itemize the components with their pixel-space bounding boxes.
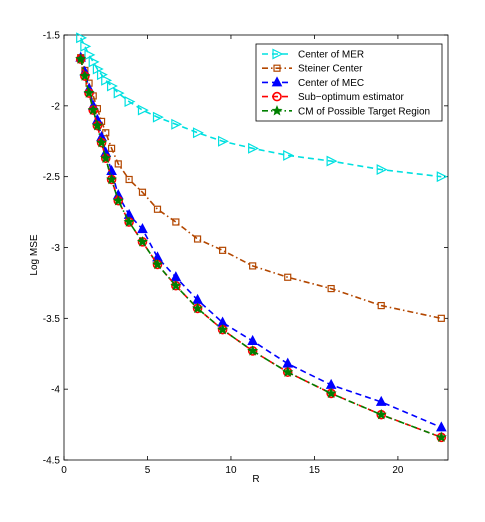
series-layer: [75, 32, 448, 443]
legend-label: CM of Possible Target Region: [298, 106, 430, 117]
data-point: [114, 160, 122, 168]
data-point: [107, 144, 116, 152]
data-point: [326, 155, 338, 167]
x-tick-label: 20: [392, 465, 404, 476]
y-tick-label: -3.5: [43, 314, 61, 325]
data-point: [375, 395, 387, 406]
data-point: [80, 40, 92, 52]
y-tick-label: -1.5: [43, 31, 61, 42]
data-point: [137, 223, 148, 234]
data-point: [436, 171, 448, 183]
data-point: [325, 387, 337, 399]
data-point: [96, 136, 108, 148]
x-tick-label: 15: [309, 465, 321, 476]
data-point: [112, 194, 124, 206]
y-tick-label: -3: [51, 243, 60, 254]
data-point: [100, 152, 112, 163]
data-point: [376, 164, 388, 176]
data-point: [193, 235, 202, 243]
y-axis-ticks: -4.5 -4 -3.5 -3 -2.5 -2 -1.5: [43, 31, 448, 467]
data-point: [75, 53, 87, 64]
data-point: [377, 301, 385, 310]
data-point: [76, 32, 88, 44]
data-point: [284, 273, 292, 281]
legend-label: Center of MER: [298, 50, 364, 61]
data-point: [249, 262, 257, 270]
data-point: [217, 323, 229, 335]
legend-label: Sub−optimum estimator: [298, 92, 405, 103]
data-point: [171, 118, 183, 130]
data-point: [101, 74, 113, 86]
data-point: [106, 173, 118, 185]
y-tick-label: -2: [51, 101, 60, 112]
x-tick-label: 5: [145, 465, 151, 476]
data-point: [123, 216, 135, 227]
legend-item: Center of MEC: [262, 76, 364, 89]
data-point: [125, 175, 133, 184]
data-point: [152, 111, 164, 123]
y-tick-label: -4: [51, 385, 60, 396]
data-point: [283, 149, 295, 161]
y-tick-label: -2.5: [43, 172, 61, 183]
x-tick-label: 0: [61, 465, 67, 476]
data-point: [248, 142, 260, 154]
series-5: [75, 53, 447, 443]
x-axis-label: R: [252, 474, 259, 485]
legend-marker: [272, 91, 282, 102]
data-point: [113, 87, 125, 99]
data-point: [91, 119, 103, 131]
data-point: [79, 70, 91, 81]
data-point: [138, 188, 147, 196]
data-point: [247, 334, 258, 345]
data-point: [102, 129, 110, 137]
series-line: [79, 37, 442, 178]
y-tick-label: -4.5: [43, 456, 61, 467]
legend-label: Center of MEC: [298, 78, 364, 89]
data-point: [87, 104, 99, 115]
series-line: [79, 57, 442, 320]
data-point: [83, 87, 95, 98]
y-axis-label: Log MSE: [29, 234, 40, 275]
data-point: [137, 104, 149, 116]
legend-item: Center of MER: [262, 48, 364, 61]
legend-item: Sub−optimum estimator: [262, 91, 405, 103]
data-point: [219, 246, 227, 254]
data-point: [247, 345, 259, 356]
data-point: [435, 421, 447, 432]
data-point: [172, 218, 180, 226]
legend-item: CM of Possible Target Region: [262, 104, 430, 117]
series-1: [76, 32, 448, 183]
data-point: [192, 127, 204, 139]
x-tick-label: 10: [225, 465, 237, 476]
data-point: [327, 284, 335, 293]
legend: Center of MER Steiner Center Center of MEC…: [255, 43, 443, 122]
data-point: [136, 236, 148, 247]
data-point: [375, 408, 387, 420]
data-point: [282, 366, 294, 377]
legend-marker: [273, 64, 281, 72]
legend-item: Steiner Center: [262, 64, 363, 75]
legend-marker: [271, 76, 283, 87]
x-axis-ticks: 0 5 10 15 20: [61, 35, 404, 476]
data-point: [151, 258, 164, 270]
data-point: [437, 314, 445, 322]
data-point: [218, 135, 229, 147]
legend-marker: [271, 104, 283, 116]
data-point: [435, 431, 447, 443]
legend-marker: [272, 48, 284, 60]
data-point: [192, 302, 204, 314]
data-point: [153, 205, 162, 213]
data-point: [170, 279, 182, 291]
data-point: [124, 96, 136, 108]
legend-label: Steiner Center: [298, 64, 363, 75]
data-point: [106, 80, 118, 92]
